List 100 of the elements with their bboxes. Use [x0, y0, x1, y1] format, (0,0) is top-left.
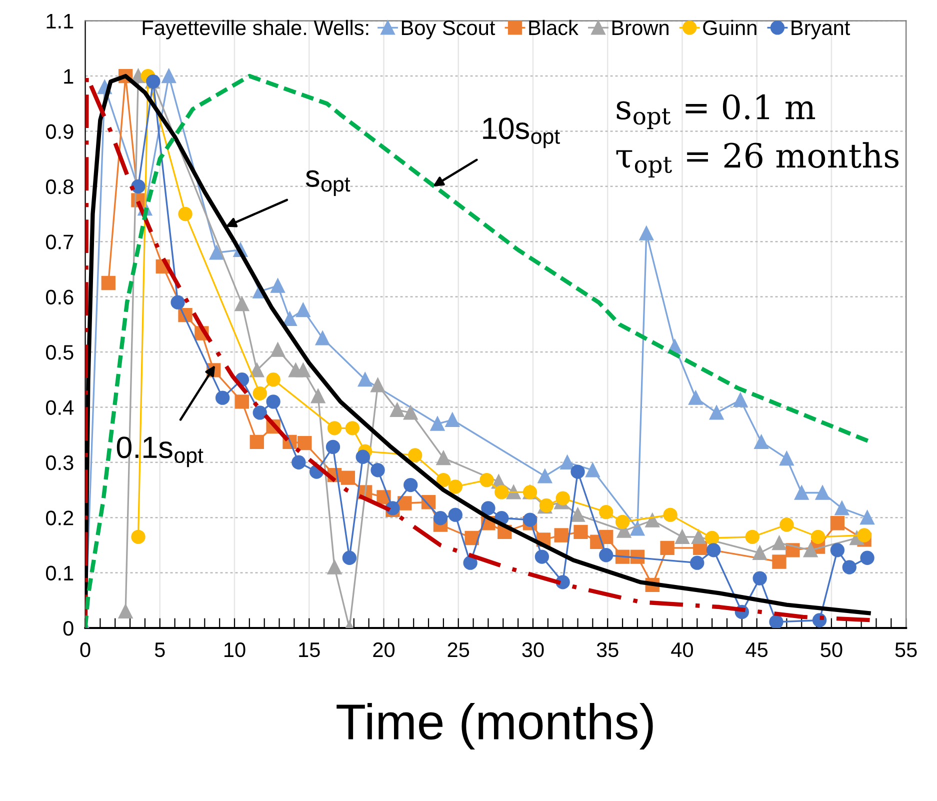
point	[342, 550, 357, 565]
y-tick-label: 0.7	[46, 234, 74, 250]
point	[794, 486, 809, 500]
point	[270, 342, 285, 357]
point	[599, 530, 614, 544]
point	[480, 472, 494, 488]
x-tick-label: 10	[224, 642, 246, 658]
point	[266, 394, 280, 409]
point	[445, 412, 460, 427]
point	[101, 276, 116, 290]
point	[830, 543, 845, 558]
point	[296, 363, 310, 378]
point	[282, 312, 297, 326]
point	[252, 406, 267, 420]
point	[556, 491, 570, 506]
point	[234, 296, 250, 312]
point	[645, 513, 660, 528]
point	[250, 363, 264, 378]
point	[534, 550, 550, 564]
x-axis-title: Time (months)	[336, 702, 653, 750]
x-tick-label: 20	[373, 642, 395, 658]
x-tick-label: 45	[746, 642, 768, 658]
point	[663, 508, 678, 522]
point	[690, 556, 704, 570]
point	[315, 331, 330, 346]
x-tick-label: 15	[299, 642, 320, 658]
point	[340, 470, 356, 485]
point	[252, 386, 267, 400]
point	[630, 522, 645, 536]
point	[752, 571, 767, 586]
x-tick-label: 5	[154, 642, 165, 658]
point	[345, 421, 360, 436]
point	[430, 416, 445, 431]
point	[448, 508, 462, 522]
point	[842, 560, 856, 574]
y-tick-label: 0.9	[46, 124, 74, 139]
x-tick-label: 55	[895, 642, 917, 658]
legend-label: Brown	[612, 20, 668, 36]
point	[494, 485, 509, 500]
point	[463, 556, 478, 570]
point	[675, 530, 690, 544]
point	[570, 508, 585, 522]
point	[810, 530, 826, 544]
point	[358, 372, 372, 387]
annotation: τ$_{opt}$ = 26 months	[616, 142, 899, 178]
point	[860, 550, 874, 565]
point	[131, 530, 146, 544]
x-tick-label: 30	[522, 642, 544, 658]
y-tick-label: 1.1	[46, 14, 74, 28]
point	[326, 440, 340, 454]
point	[296, 302, 310, 318]
point	[448, 480, 462, 494]
point	[560, 455, 574, 470]
point	[404, 406, 418, 420]
y-tick-label: 0	[63, 620, 74, 636]
point	[688, 390, 703, 405]
point	[266, 372, 280, 387]
point	[298, 436, 312, 450]
point	[709, 406, 724, 420]
point	[390, 402, 404, 418]
point	[599, 504, 614, 520]
point	[310, 389, 326, 404]
x-tick-label: 35	[596, 642, 618, 658]
point	[210, 246, 224, 260]
point	[250, 434, 264, 450]
point	[704, 530, 720, 546]
y-tick-label: 0.3	[46, 455, 74, 470]
point	[162, 68, 176, 84]
point	[860, 510, 874, 525]
point	[464, 530, 479, 546]
x-tick-label: 25	[448, 642, 470, 658]
point	[170, 295, 185, 310]
point	[538, 469, 552, 484]
y-tick-label: 0.6	[46, 290, 74, 305]
legend-label: Guinn	[703, 20, 756, 36]
point	[433, 511, 448, 526]
point	[370, 463, 385, 478]
point	[436, 450, 451, 466]
point	[780, 518, 794, 532]
point	[522, 512, 538, 527]
point	[270, 278, 285, 293]
legend-title: Fayetteville shale. Wells:	[142, 20, 368, 40]
point	[131, 179, 146, 194]
point	[370, 378, 385, 392]
point	[574, 524, 588, 540]
point	[857, 528, 872, 542]
point	[769, 614, 784, 628]
point	[639, 226, 654, 240]
point	[234, 394, 250, 409]
point	[754, 434, 768, 450]
legend-label: Boy Scout	[402, 20, 496, 40]
point	[215, 390, 230, 405]
annotation: s$_{opt}$ = 0.1 m	[616, 94, 816, 130]
annotation: 10s$_{opt}$	[483, 118, 560, 148]
y-tick-label: 0.4	[46, 400, 74, 415]
point	[436, 472, 451, 488]
point	[615, 514, 630, 530]
point	[692, 530, 706, 544]
point	[834, 501, 849, 516]
point	[118, 604, 133, 619]
